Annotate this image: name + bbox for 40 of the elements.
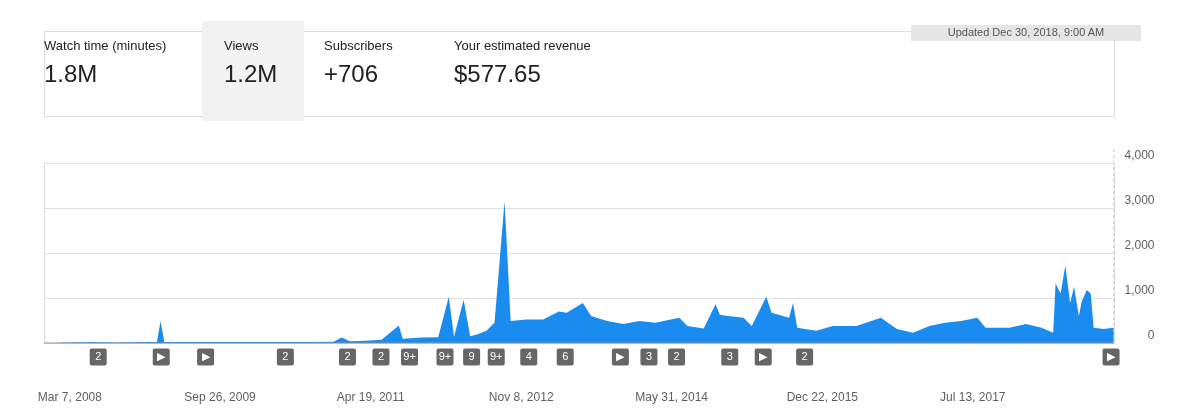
text: ▶ (759, 350, 769, 362)
text: 3 (645, 350, 653, 362)
x-tick-label: Mar 7, 2008 (37, 389, 103, 404)
text: 2 (282, 350, 289, 362)
x-tick-label: May 31, 2014 (635, 389, 709, 404)
text: ▶ (616, 350, 626, 362)
x-tick-label: Nov 8, 2012 (488, 389, 554, 404)
text: 9+ (489, 350, 503, 362)
text: 2 (344, 350, 351, 362)
text: 6 (562, 350, 569, 362)
text: 9 (468, 350, 475, 362)
text: $577.65 (454, 60, 541, 88)
y-tick-label: 2,000 (1124, 237, 1155, 252)
x-tick-label: Apr 19, 2011 (336, 389, 405, 404)
text: ▶ (157, 350, 167, 362)
y-tick-label: 1,000 (1124, 282, 1155, 297)
text: 1.2M (224, 60, 278, 88)
text: ▶ (1107, 350, 1117, 362)
y-tick-label: 4,000 (1124, 147, 1155, 162)
x-tick-label: Dec 22, 2015 (786, 389, 859, 404)
y-tick-label: 3,000 (1124, 192, 1155, 207)
text: 2 (673, 350, 680, 362)
text: Your estimated revenue (454, 38, 591, 54)
text: 9+ (438, 350, 452, 362)
x-tick-label: Jul 13, 2017 (940, 389, 1006, 404)
text: 2 (801, 350, 808, 362)
y-tick-label: 0 (1147, 327, 1155, 342)
text: 4 (525, 350, 532, 362)
text: 2 (377, 350, 385, 362)
text: Subscribers (324, 38, 394, 54)
text: 3 (726, 350, 733, 362)
text: +706 (324, 60, 379, 88)
text: 1.8M (44, 60, 98, 88)
text: 2 (95, 350, 102, 362)
text: 9+ (403, 350, 416, 362)
text: Views (224, 38, 259, 54)
text: Updated Dec 30, 2018, 9:00 AM (947, 26, 1105, 38)
text: Watch time (minutes) (44, 38, 167, 54)
text: ▶ (201, 350, 211, 362)
x-tick-label: Sep 26, 2009 (184, 389, 257, 404)
